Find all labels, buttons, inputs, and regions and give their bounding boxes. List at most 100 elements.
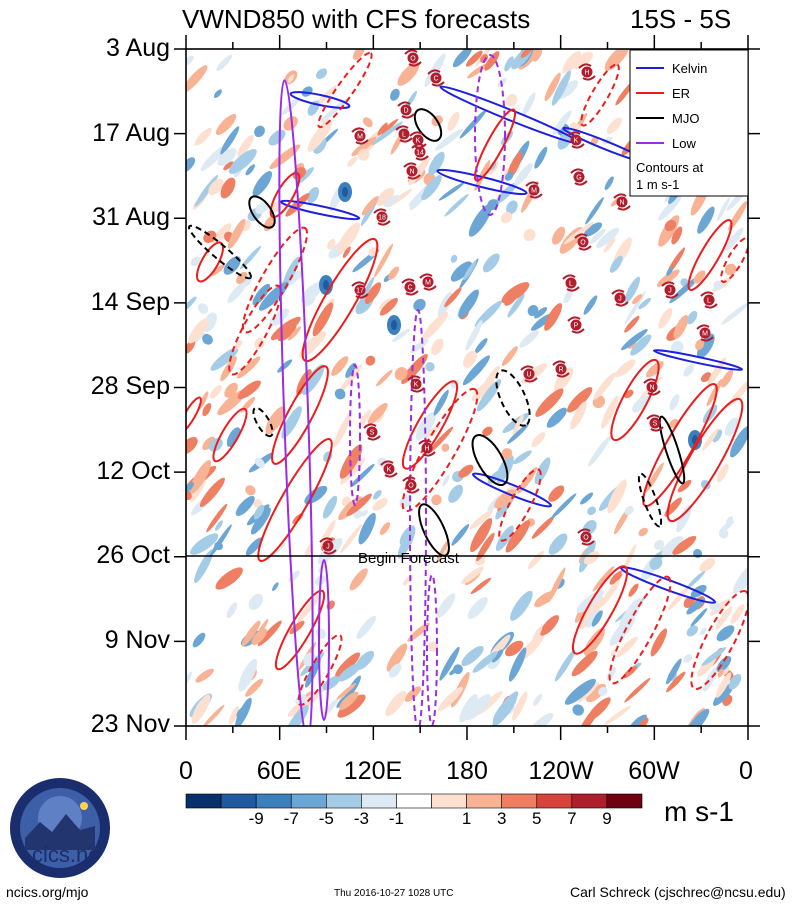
y-tick-label: 9 Nov <box>104 626 170 654</box>
storm-marker: L <box>395 125 413 143</box>
storm-marker: R <box>552 360 570 378</box>
storm-marker-label: J <box>668 288 672 295</box>
footer-site-link[interactable]: ncics.org/mjo <box>6 884 89 900</box>
storm-marker: N <box>403 162 421 180</box>
logo-text: cics.nc <box>32 842 100 867</box>
storm-marker: 14 <box>411 143 429 161</box>
storm-marker-label: M <box>531 188 537 195</box>
colorbar-swatch <box>396 793 432 809</box>
x-tick-label: 60E <box>256 757 302 785</box>
legend-note-line2: 1 m s-1 <box>636 177 679 192</box>
storm-marker: N <box>643 378 661 396</box>
storm-marker-label: 18 <box>378 215 386 222</box>
axis-ticks <box>174 35 760 740</box>
storm-marker-label: S <box>370 430 375 437</box>
colorbar-tick-label: 1 <box>461 809 472 828</box>
storm-marker: O <box>577 528 595 546</box>
storm-marker: S <box>363 423 381 441</box>
storm-marker-label: J <box>618 296 622 303</box>
storm-marker-label: O <box>408 483 414 490</box>
colorbar-swatch <box>466 793 502 809</box>
legend-label-low: Low <box>672 136 696 151</box>
legend-label-mjo: MJO <box>672 111 699 126</box>
colorbar-swatch <box>255 793 292 809</box>
sun-icon <box>80 802 88 810</box>
storm-marker: P <box>567 316 585 334</box>
y-tick-label: 3 Aug <box>106 34 170 62</box>
storm-marker-label: M <box>702 331 708 338</box>
cicsnc-logo <box>10 778 110 878</box>
storm-marker: U <box>520 365 538 383</box>
y-tick-label: 23 Nov <box>90 710 170 738</box>
x-tick-label: 120E <box>343 757 403 785</box>
storm-marker: C <box>427 69 445 87</box>
legend: Kelvin ER MJO Low Contours at 1 m s-1 <box>629 49 749 197</box>
storm-marker: K <box>407 375 425 393</box>
storm-marker-label: O <box>580 240 586 247</box>
storm-marker-label: M <box>357 134 363 141</box>
storm-marker: J <box>319 537 337 555</box>
y-tick-label: 28 Sep <box>90 372 170 400</box>
storm-marker: O <box>402 476 420 494</box>
storm-marker-label: J <box>326 544 330 551</box>
colorbar-tick-label: -1 <box>388 809 405 828</box>
y-tick-label: 14 Sep <box>90 288 170 316</box>
footer-timestamp: Thu 2016-10-27 1028 UTC <box>334 888 454 899</box>
storm-markers: O C D M L K 14 N 18 17 M C K S H K O J L H G N O J P U R J K L M N S O M <box>319 49 718 555</box>
storm-marker: M <box>525 181 543 199</box>
colorbar-swatch <box>361 793 397 809</box>
storm-marker-label: N <box>409 169 414 176</box>
storm-marker-label: 14 <box>416 150 424 157</box>
footer-author: Carl Schreck (cjschrec@ncsu.edu) <box>570 884 786 900</box>
storm-marker-label: H <box>584 70 589 77</box>
y-tick-label: 17 Aug <box>92 119 170 147</box>
storm-marker-label: 17 <box>356 288 364 295</box>
storm-marker-label: O <box>410 56 416 63</box>
storm-marker: 17 <box>351 281 369 299</box>
storm-marker-label: C <box>407 285 412 292</box>
colorbar-tick-label: -3 <box>353 809 369 828</box>
storm-marker-label: U <box>526 372 531 379</box>
chart-title: VWND850 with CFS forecasts <box>182 4 531 34</box>
storm-marker: C <box>401 278 419 296</box>
x-tick-label: 120W <box>528 757 594 785</box>
colorbar-tick-label: 9 <box>602 809 612 828</box>
colorbar-swatch <box>326 793 362 809</box>
storm-marker: N <box>613 193 631 211</box>
storm-marker: J <box>661 281 679 299</box>
storm-marker: K <box>567 131 585 149</box>
storm-marker: D <box>397 101 415 119</box>
storm-marker-label: O <box>583 535 589 542</box>
storm-marker-label: H <box>424 446 429 453</box>
legend-note-line1: Contours at <box>636 160 704 175</box>
x-tick-label: 180 <box>446 757 488 785</box>
storm-marker-label: K <box>387 467 392 474</box>
y-tick-label: 26 Oct <box>96 541 170 569</box>
colorbar-swatch <box>536 793 573 809</box>
begin-forecast-label: Begin Forecast <box>358 550 460 567</box>
storm-marker: G <box>570 168 588 186</box>
colorbar-swatch <box>290 793 327 809</box>
colorbar-swatch <box>606 793 643 809</box>
storm-marker-label: P <box>574 323 579 330</box>
y-tick-label: 12 Oct <box>96 457 170 485</box>
colorbar-tick-label: -9 <box>248 809 264 828</box>
colorbar-tick-label: -5 <box>318 809 334 828</box>
legend-label-er: ER <box>672 86 690 101</box>
legend-label-kelvin: Kelvin <box>672 61 707 76</box>
y-tick-label: 31 Aug <box>92 203 170 231</box>
storm-marker-label: C <box>433 76 438 83</box>
storm-marker-label: L <box>707 298 711 305</box>
storm-marker: L <box>562 274 580 292</box>
storm-marker-label: K <box>416 138 421 145</box>
storm-marker-label: N <box>649 385 654 392</box>
colorbar-swatch <box>501 793 538 809</box>
colorbar-swatch <box>571 793 608 809</box>
storm-marker: M <box>419 273 437 291</box>
storm-marker: O <box>574 233 592 251</box>
storm-marker: M <box>696 324 714 342</box>
storm-marker: S <box>646 414 664 432</box>
storm-marker-label: D <box>403 108 408 115</box>
colorbar-unit-label: m s-1 <box>664 796 734 827</box>
